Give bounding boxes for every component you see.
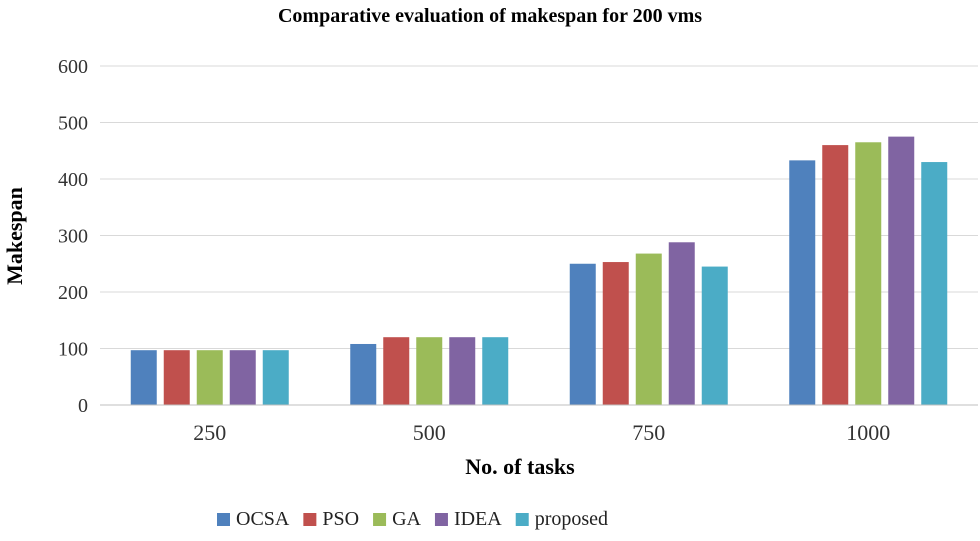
bar bbox=[855, 142, 882, 405]
bar bbox=[888, 136, 915, 405]
bar bbox=[921, 162, 948, 405]
bar bbox=[789, 160, 816, 405]
chart-title: Comparative evaluation of makespan for 2… bbox=[278, 5, 702, 27]
bars bbox=[130, 136, 948, 405]
legend-swatch bbox=[303, 513, 317, 526]
x-tick-label: 1000 bbox=[846, 420, 890, 445]
bar bbox=[229, 350, 256, 405]
y-tick-label: 600 bbox=[58, 56, 88, 78]
legend-label: GA bbox=[392, 508, 421, 530]
y-tick-label: 100 bbox=[58, 339, 88, 361]
legend-label: proposed bbox=[535, 508, 608, 530]
bar bbox=[262, 350, 289, 405]
y-tick-label: 300 bbox=[58, 226, 88, 248]
y-axis-title: Makespan bbox=[2, 187, 27, 285]
y-tick-label: 200 bbox=[58, 282, 88, 304]
y-tick-label: 500 bbox=[58, 113, 88, 135]
legend-label: OCSA bbox=[236, 508, 290, 530]
bar bbox=[635, 253, 662, 405]
bar bbox=[449, 337, 476, 405]
bar bbox=[668, 242, 695, 405]
bar bbox=[350, 343, 377, 405]
legend-swatch bbox=[217, 513, 230, 526]
x-tick-label: 500 bbox=[413, 420, 446, 445]
x-axis-title: No. of tasks bbox=[465, 454, 575, 479]
bar bbox=[482, 337, 509, 405]
bar bbox=[822, 145, 849, 405]
bar bbox=[383, 337, 410, 405]
x-tick-label: 250 bbox=[193, 420, 226, 445]
y-tick-label: 0 bbox=[78, 395, 88, 417]
bar bbox=[130, 350, 157, 405]
legend-swatch bbox=[515, 513, 529, 526]
bar bbox=[163, 350, 190, 405]
legend-label: IDEA bbox=[454, 508, 502, 530]
y-tick-label: 400 bbox=[58, 169, 88, 191]
bar bbox=[602, 262, 629, 405]
bar bbox=[416, 337, 443, 405]
bar bbox=[569, 263, 596, 405]
bar bbox=[701, 266, 728, 405]
legend-swatch bbox=[373, 513, 387, 526]
bar bbox=[196, 350, 223, 405]
x-tick-label: 750 bbox=[632, 420, 665, 445]
x-axis-categories: 250 500 750 1000 bbox=[193, 420, 890, 445]
legend: OCSA PSO GA IDEA proposed bbox=[217, 508, 608, 530]
legend-swatch bbox=[434, 513, 448, 526]
y-axis-ticks: 0 100 200 300 400 500 600 bbox=[58, 56, 88, 417]
legend-label: PSO bbox=[322, 508, 359, 530]
